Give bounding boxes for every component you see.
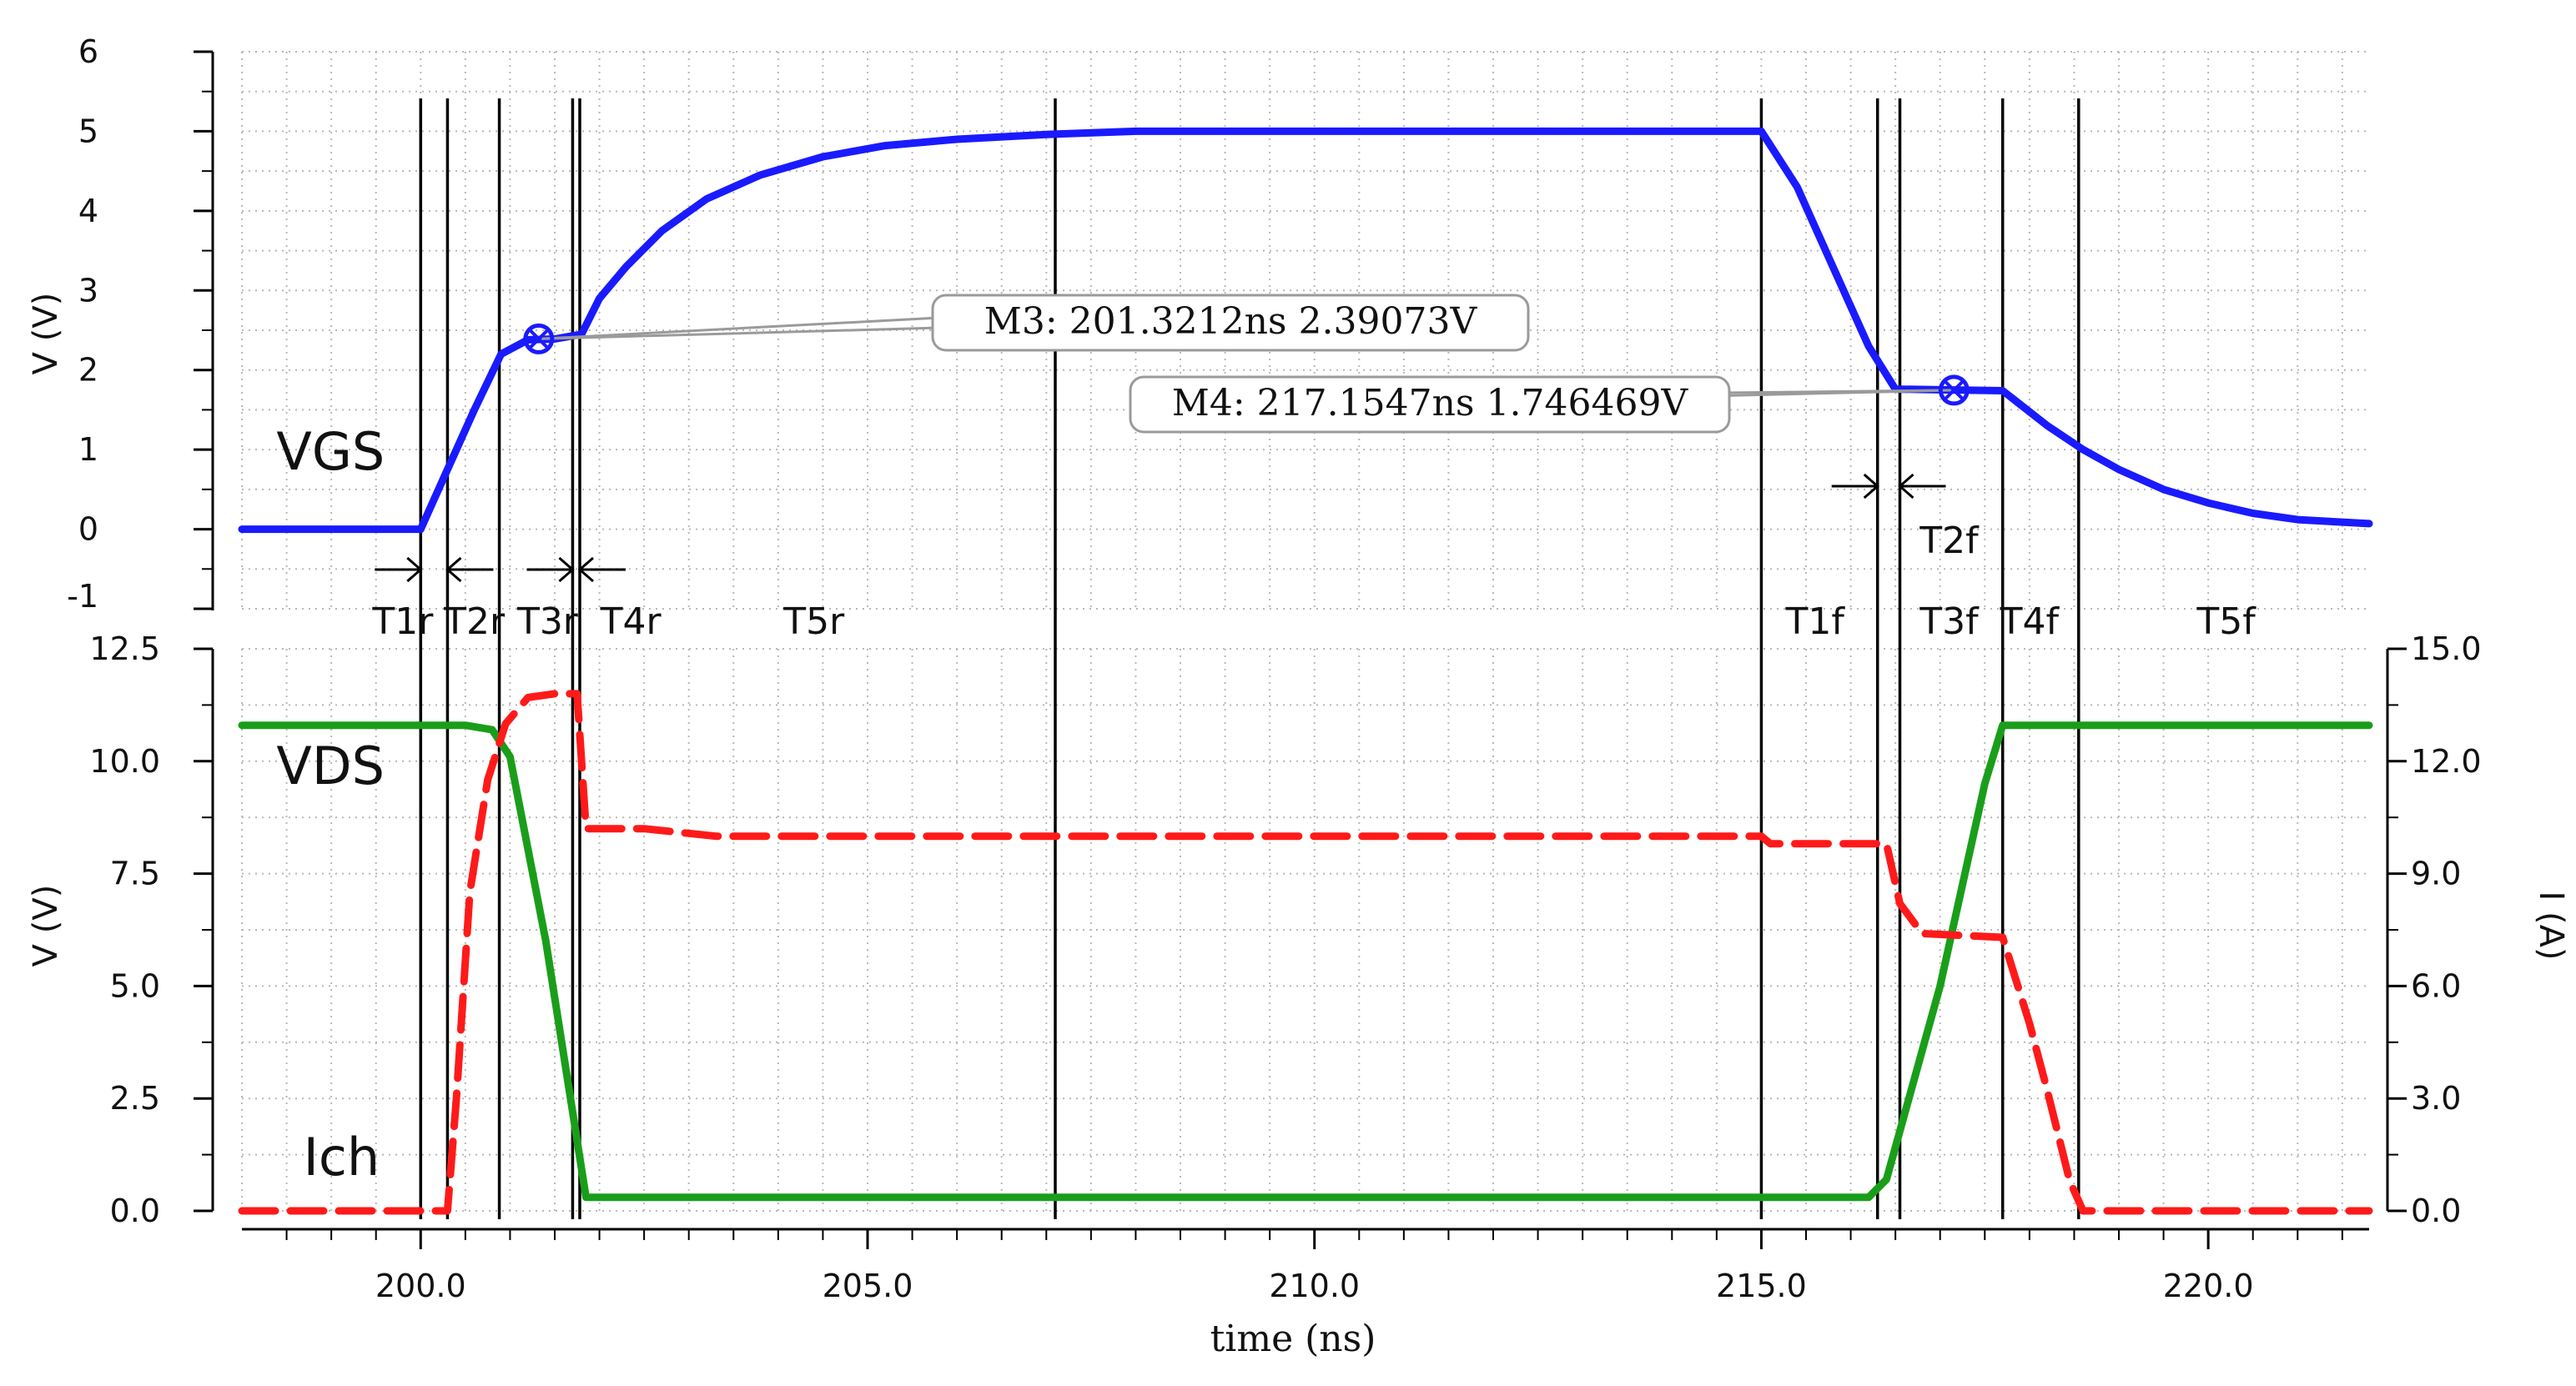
marker-callout-box bbox=[1129, 375, 1731, 434]
top-y-tick-label: 4 bbox=[78, 193, 98, 229]
annotations: M3: 201.3212ns 2.39073V M4: 217.1547ns 1.… bbox=[276, 294, 2257, 1188]
top-y-tick-label: 6 bbox=[78, 33, 98, 70]
marker-circle bbox=[523, 323, 555, 354]
cursor-lines bbox=[419, 98, 2080, 1219]
trace-label-vds: VDS bbox=[276, 736, 385, 796]
interval-arrow-t2f-head bbox=[1898, 473, 1914, 500]
top-y-tick-label: -1 bbox=[67, 578, 98, 615]
marker-callout-box bbox=[931, 294, 1530, 352]
top-y-axis-title: V (V) bbox=[27, 293, 65, 375]
bottom-y-axis-title: V (V) bbox=[27, 885, 65, 967]
bottom-y-tick-label: 7.5 bbox=[110, 856, 160, 892]
x-axis-title: time (ns) bbox=[1210, 1318, 1376, 1360]
phase-label: T4f bbox=[2000, 600, 2060, 643]
bottom-y-tick-label: 0.0 bbox=[110, 1193, 160, 1229]
phase-label: T4r bbox=[600, 600, 662, 643]
x-tick-label: 200.0 bbox=[375, 1268, 466, 1304]
bottom-y-tick-label: 12.5 bbox=[89, 630, 160, 667]
series-ich-line bbox=[238, 690, 2373, 1215]
phase-label: T5f bbox=[2196, 600, 2257, 643]
phase-label: T1r bbox=[371, 600, 434, 643]
top-y-tick-label: 3 bbox=[78, 272, 98, 309]
phase-label: T3r bbox=[516, 600, 579, 643]
bottom-right-y-tick-label: 15.0 bbox=[2411, 630, 2482, 667]
interval-arrow-t2r-head bbox=[445, 556, 462, 583]
marker-cross bbox=[1943, 379, 1965, 401]
interval-arrow-t2r-head bbox=[406, 556, 423, 583]
interval-arrow-t4r-head bbox=[558, 556, 575, 583]
marker-callout-label: M3: 201.3212ns 2.39073V bbox=[984, 300, 1478, 343]
bottom-y-tick-label: 10.0 bbox=[89, 743, 160, 780]
bottom-y-tick-label: 5.0 bbox=[110, 967, 160, 1004]
x-tick-label: 215.0 bbox=[1716, 1268, 1807, 1304]
phase-label: T1f bbox=[1785, 600, 1846, 643]
trace-label-ich: Ich bbox=[304, 1127, 380, 1188]
bottom-right-y-axis-title: I (A) bbox=[2532, 891, 2570, 960]
interval-arrow-t2f-head bbox=[1863, 473, 1879, 500]
bottom-right-y-tick-label: 6.0 bbox=[2411, 967, 2461, 1004]
marker-cross bbox=[528, 329, 550, 349]
series-vgs-line bbox=[238, 127, 2373, 534]
marker-circle bbox=[1938, 374, 1970, 406]
series-vds-line bbox=[238, 721, 2373, 1202]
phase-label: T3f bbox=[1919, 600, 1980, 643]
top-y-tick-label: 5 bbox=[78, 113, 98, 149]
phase-label: T2r bbox=[443, 600, 506, 643]
marker-leader-line bbox=[538, 326, 940, 340]
marker-leader-line bbox=[538, 316, 940, 340]
axes: 6 5 4 3 2 1 0 -1 12.5 10.0 7.5 5.0 2.5 0.0 15.0 12.0 9.0… bbox=[67, 33, 2482, 1304]
top-y-tick-label: 2 bbox=[78, 352, 98, 389]
bottom-right-y-tick-label: 3.0 bbox=[2411, 1080, 2461, 1117]
x-tick-label: 220.0 bbox=[2163, 1268, 2254, 1304]
x-tick-label: 205.0 bbox=[823, 1268, 913, 1304]
bottom-right-y-tick-label: 12.0 bbox=[2411, 743, 2482, 780]
bottom-right-y-tick-label: 9.0 bbox=[2411, 856, 2461, 892]
marker-callout-label: M4: 217.1547ns 1.746469V bbox=[1172, 382, 1689, 424]
series bbox=[238, 127, 2373, 1215]
grid bbox=[241, 51, 2369, 1212]
phase-label-t2f: T2f bbox=[1919, 520, 1980, 562]
bottom-right-y-tick-label: 0.0 bbox=[2411, 1193, 2461, 1229]
top-y-tick-label: 1 bbox=[78, 431, 98, 468]
x-tick-label: 210.0 bbox=[1269, 1268, 1360, 1304]
trace-label-vgs: VGS bbox=[276, 421, 385, 482]
interval-arrow-t4r-head bbox=[577, 556, 594, 583]
bottom-y-tick-label: 2.5 bbox=[110, 1080, 160, 1117]
phase-label: T5r bbox=[782, 600, 845, 643]
top-y-tick-label: 0 bbox=[78, 511, 98, 548]
